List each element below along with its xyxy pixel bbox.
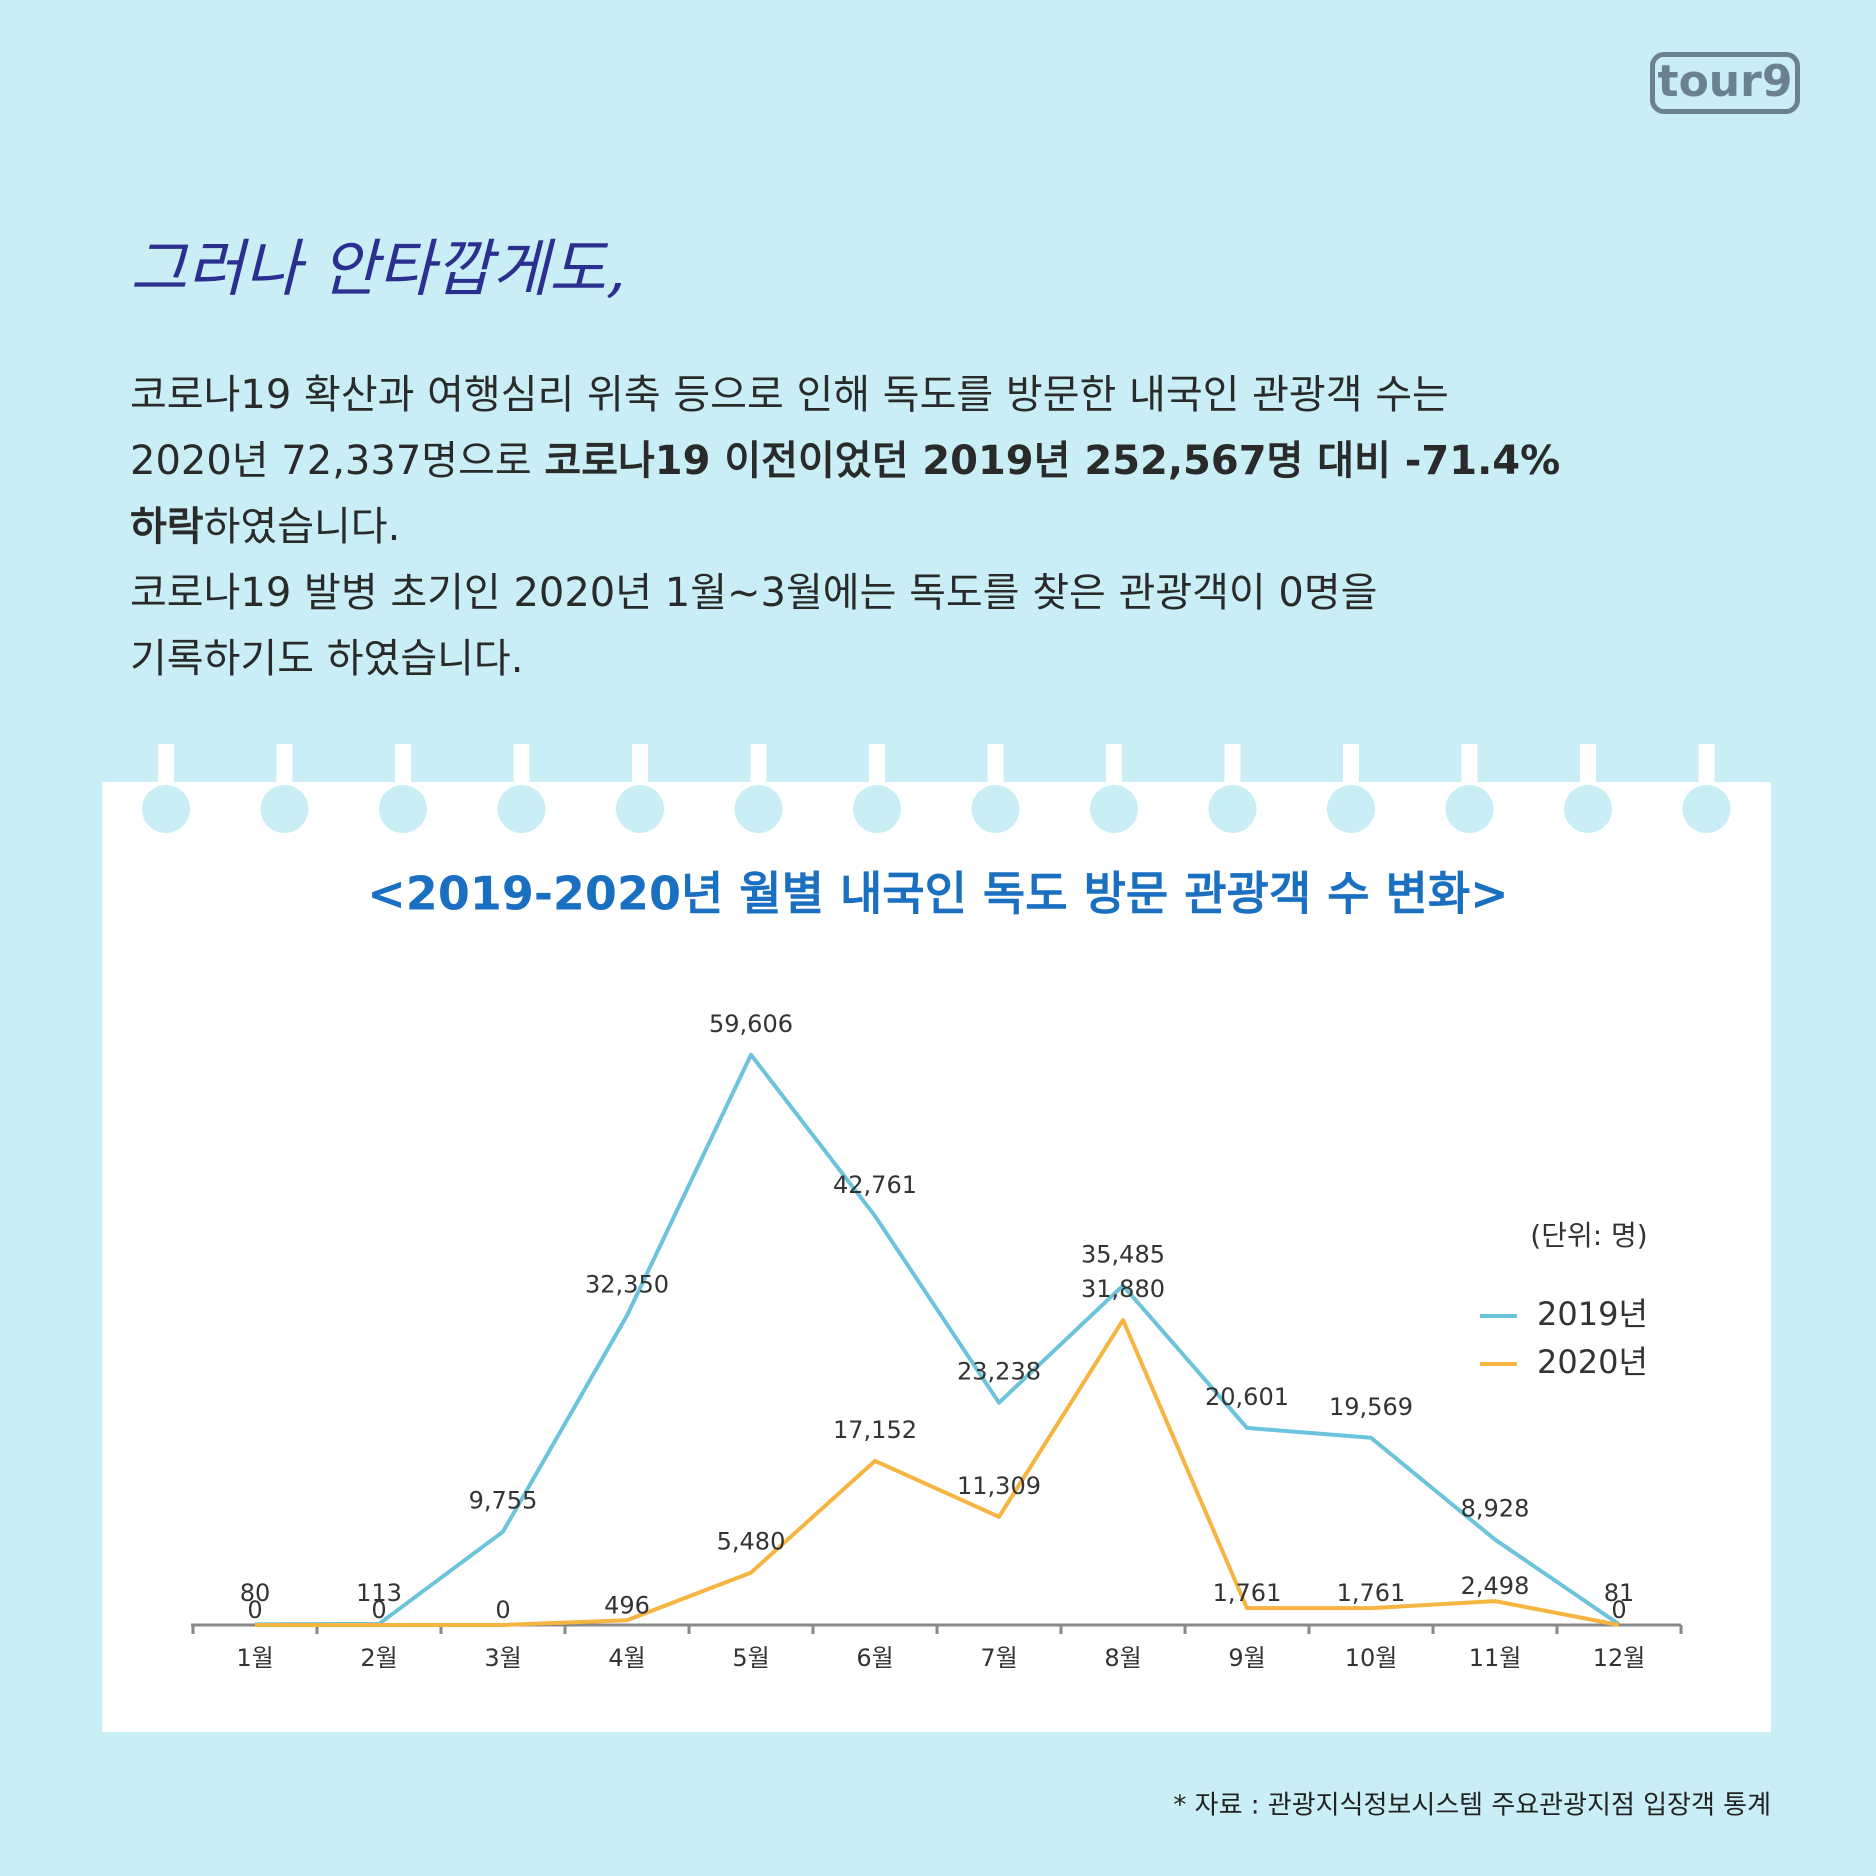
series-line (254, 1052, 1621, 1627)
binding-hole (1090, 785, 1138, 833)
binding-strip (1343, 744, 1359, 794)
x-tick-label: 1월 (236, 1644, 273, 1672)
text-run: 하였습니다. (203, 504, 401, 550)
binding-hole (734, 785, 783, 833)
binding-hole (379, 785, 427, 833)
text-run: 코로나19 확산과 여행심리 위축 등으로 인해 독도를 방문한 내국인 관광객… (130, 372, 1449, 418)
data-label: 0 (371, 1596, 386, 1624)
binding-hole (1564, 785, 1612, 833)
binding-hole (971, 785, 1020, 833)
source-note: * 자료 : 관광지식정보시스템 주요관광지점 입장객 통계 (1173, 1791, 1771, 1821)
chart-title: <2019-2020년 월별 내국인 독도 방문 관광객 수 변화> (367, 867, 1508, 921)
binding-hole (497, 785, 546, 833)
binding-strip (1224, 744, 1241, 794)
text-run: 코로나19 발병 초기인 2020년 1월~3월에는 독도를 찾은 관광객이 0… (130, 570, 1378, 616)
data-label: 0 (1611, 1596, 1626, 1624)
data-label: 20,601 (1205, 1383, 1289, 1411)
binding-hole (1208, 785, 1257, 833)
data-label: 59,606 (709, 1010, 793, 1038)
data-label: 9,755 (469, 1487, 538, 1515)
binding-strip (1461, 744, 1478, 794)
data-label: 17,152 (833, 1416, 917, 1444)
body-line: 코로나19 확산과 여행심리 위축 등으로 인해 독도를 방문한 내국인 관광객… (130, 362, 1560, 428)
card (102, 782, 1771, 1732)
body-line: 2020년 72,337명으로 코로나19 이전이었던 2019년 252,56… (130, 428, 1560, 494)
binding-strip (158, 744, 174, 794)
data-label: 80 (240, 1579, 271, 1607)
logo: tour9 (1650, 52, 1800, 114)
data-label: 0 (247, 1596, 262, 1624)
binding-strip (276, 744, 293, 794)
body-line: 코로나19 발병 초기인 2020년 1월~3월에는 독도를 찾은 관광객이 0… (130, 560, 1560, 626)
binding-strip (1698, 744, 1715, 794)
binding-hole (1445, 785, 1494, 833)
data-label: 11,309 (957, 1472, 1041, 1500)
data-label: 23,238 (957, 1358, 1041, 1386)
x-tick-label: 12월 (1593, 1644, 1646, 1672)
binding-hole (616, 785, 664, 833)
data-label: 32,350 (585, 1271, 669, 1299)
data-label: 35,485 (1081, 1241, 1165, 1269)
x-tick-label: 9월 (1228, 1644, 1265, 1672)
x-tick-label: 11월 (1469, 1644, 1522, 1672)
data-label: 496 (604, 1591, 650, 1619)
binding-hole (1682, 785, 1731, 833)
data-label: 42,761 (833, 1171, 917, 1199)
x-tick-label: 2월 (360, 1644, 397, 1672)
body-line: 하락하였습니다. (130, 494, 1560, 560)
binding-strip (869, 744, 885, 794)
x-tick-label: 6월 (856, 1644, 893, 1672)
x-tick-label: 3월 (484, 1644, 521, 1672)
data-label: 1,761 (1213, 1579, 1282, 1607)
unit-label: (단위: 명) (1530, 1219, 1647, 1252)
binding-strip (513, 744, 530, 794)
heading: 그러나 안타깝게도, (130, 232, 626, 305)
text-run: 2020년 72,337명으로 (130, 438, 545, 484)
body-text: 코로나19 확산과 여행심리 위축 등으로 인해 독도를 방문한 내국인 관광객… (130, 362, 1560, 692)
binding-strip (1106, 744, 1122, 794)
x-tick-label: 10월 (1345, 1644, 1398, 1672)
text-run: 코로나19 이전이었던 2019년 252,567명 대비 -71.4% (544, 438, 1561, 484)
binding-hole (260, 785, 309, 833)
data-label: 5,480 (717, 1528, 786, 1556)
data-label: 31,880 (1081, 1275, 1165, 1303)
text-run: 하락 (130, 504, 204, 550)
binding-strip (395, 744, 411, 794)
binding-hole (1327, 785, 1375, 833)
data-label: 81 (1604, 1579, 1635, 1607)
data-label: 2,498 (1461, 1572, 1530, 1600)
text-run: 기록하기도 하였습니다. (130, 636, 524, 682)
data-label: 113 (356, 1579, 402, 1607)
data-label: 1,761 (1337, 1579, 1406, 1607)
x-tick-label: 8월 (1104, 1644, 1141, 1672)
data-label: 19,569 (1329, 1393, 1413, 1421)
legend-label: 2020년 (1537, 1343, 1648, 1381)
binding-strip (987, 744, 1004, 794)
body-line: 기록하기도 하였습니다. (130, 626, 1560, 692)
data-label: 0 (495, 1596, 510, 1624)
data-label: 8,928 (1461, 1495, 1530, 1523)
binding-strip (750, 744, 767, 794)
x-tick-label: 4월 (608, 1644, 645, 1672)
binding-hole (853, 785, 901, 833)
x-tick-label: 5월 (732, 1644, 769, 1672)
binding-strip (1580, 744, 1596, 794)
x-tick-label: 7월 (980, 1644, 1017, 1672)
binding-hole (142, 785, 190, 833)
binding-strip (632, 744, 648, 794)
legend-label: 2019년 (1537, 1295, 1648, 1333)
series-line (255, 1318, 1620, 1627)
